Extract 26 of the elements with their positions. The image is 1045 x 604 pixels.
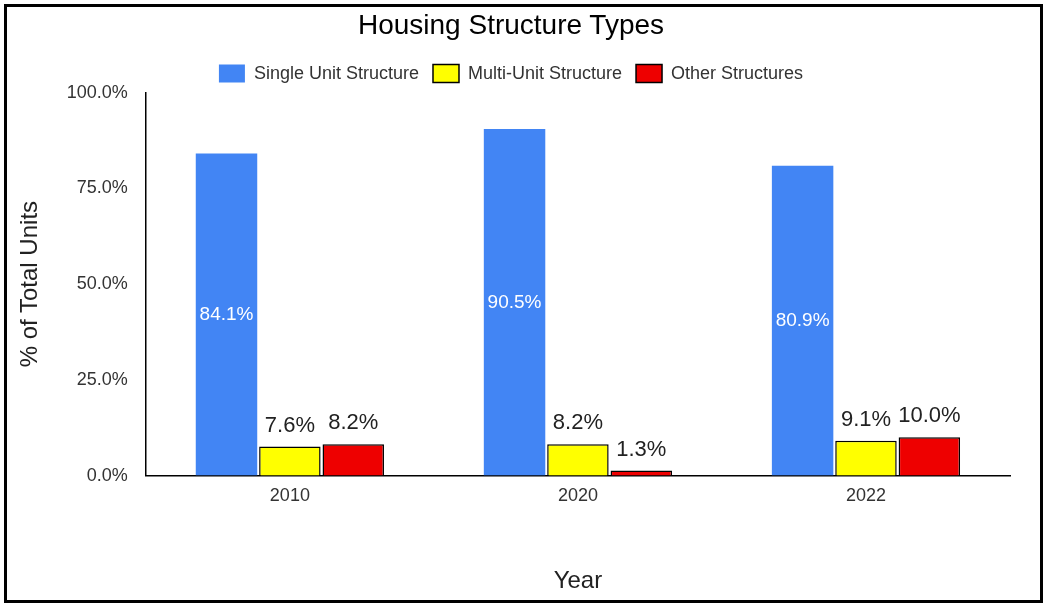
x-tick-label: 2020 — [557, 485, 598, 506]
y-axis-title: % of Total Units — [15, 200, 43, 368]
data-label: 84.1% — [199, 302, 254, 324]
chart-title: Housing Structure Types — [357, 8, 665, 40]
data-label: 8.2% — [328, 409, 379, 435]
x-tick-label: 2010 — [269, 485, 310, 506]
y-tick-label: 0.0% — [86, 464, 128, 485]
bar — [483, 128, 546, 476]
data-label: 1.3% — [616, 435, 667, 461]
legend-label: Other Structures — [671, 62, 804, 83]
data-label: 90.5% — [487, 290, 542, 312]
x-axis-title: Year — [553, 566, 603, 594]
data-label: 10.0% — [898, 402, 961, 428]
y-tick-label: 25.0% — [76, 368, 128, 389]
data-label: 7.6% — [264, 411, 315, 437]
data-label: 8.2% — [552, 409, 603, 435]
y-tick-label: 75.0% — [76, 177, 128, 198]
bar — [771, 165, 834, 476]
x-tick-label: 2022 — [845, 485, 886, 506]
data-label: 80.9% — [775, 308, 830, 330]
y-tick-label: 50.0% — [76, 273, 128, 294]
legend-label: Single Unit Structure — [253, 62, 419, 83]
bar — [195, 153, 258, 476]
data-label: 9.1% — [840, 405, 892, 431]
legend-label: Multi-Unit Structure — [468, 62, 623, 83]
y-tick-label: 100.0% — [66, 81, 128, 102]
